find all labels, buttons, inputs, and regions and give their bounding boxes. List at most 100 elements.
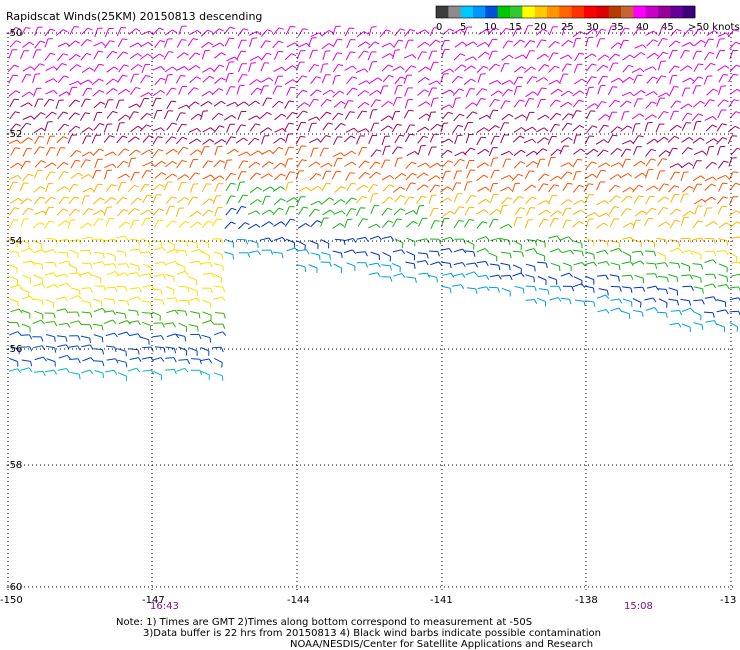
wind-barb-flag bbox=[509, 275, 513, 281]
wind-barb bbox=[355, 207, 361, 217]
wind-barb-flag bbox=[172, 122, 178, 125]
wind-barb bbox=[417, 135, 424, 144]
wind-barb bbox=[585, 219, 590, 229]
wind-barb bbox=[34, 98, 39, 108]
wind-barb bbox=[692, 85, 697, 95]
wind-barb-flag bbox=[556, 79, 561, 85]
wind-barb-flag bbox=[180, 112, 186, 114]
wind-barb bbox=[343, 100, 349, 109]
wind-barb bbox=[69, 26, 75, 35]
wind-barb bbox=[561, 122, 568, 131]
wind-barb bbox=[56, 162, 64, 170]
wind-barb bbox=[598, 114, 606, 121]
wind-barb bbox=[692, 137, 701, 144]
wind-barb bbox=[573, 199, 582, 205]
wind-barb-flag bbox=[162, 261, 167, 267]
wind-barb bbox=[284, 100, 290, 110]
colorbar-tick-label: 40 bbox=[636, 22, 649, 33]
wind-barb-flag bbox=[268, 77, 274, 82]
wind-barb bbox=[537, 99, 542, 109]
wind-barb bbox=[476, 136, 482, 146]
wind-barb bbox=[165, 346, 175, 349]
wind-barb-flag bbox=[654, 52, 659, 57]
wind-barb bbox=[176, 136, 183, 145]
wind-barb-flag bbox=[174, 348, 177, 354]
wind-barb-flag bbox=[508, 54, 514, 59]
wind-barb-flag bbox=[606, 241, 609, 247]
wind-barb bbox=[81, 369, 90, 374]
wind-barb-flag bbox=[14, 111, 20, 114]
wind-barb bbox=[332, 222, 341, 229]
wind-barb bbox=[381, 53, 391, 59]
wind-barb bbox=[572, 221, 580, 228]
wind-barb-flag bbox=[160, 335, 165, 341]
wind-barb bbox=[454, 151, 464, 157]
wind-barb bbox=[609, 274, 619, 277]
wind-barb-flag bbox=[710, 183, 716, 187]
wind-barb-flag bbox=[352, 76, 358, 79]
wind-barb bbox=[560, 297, 570, 300]
wind-barb bbox=[418, 66, 426, 73]
wind-barb-flag bbox=[470, 78, 476, 83]
wind-barb bbox=[178, 322, 187, 328]
wind-barb bbox=[201, 334, 211, 339]
wind-barb-flag bbox=[135, 28, 141, 32]
wind-barb bbox=[633, 146, 638, 156]
wind-barb bbox=[308, 98, 315, 108]
wind-barb bbox=[429, 62, 434, 71]
wind-barb bbox=[691, 113, 699, 122]
wind-barb bbox=[511, 183, 516, 193]
wind-barb-flag bbox=[594, 212, 599, 217]
wind-barb-flag bbox=[171, 136, 177, 139]
wind-barb bbox=[201, 90, 210, 97]
wind-barb bbox=[405, 261, 415, 265]
wind-barb bbox=[357, 41, 366, 48]
wind-barb bbox=[140, 237, 150, 243]
wind-barb-flag bbox=[364, 101, 370, 106]
wind-barb-flag bbox=[63, 208, 69, 212]
wind-barb bbox=[621, 236, 632, 240]
wind-barb-flag bbox=[184, 271, 189, 276]
wind-barb bbox=[464, 250, 474, 253]
wind-barb-flag bbox=[231, 207, 237, 211]
wind-barb bbox=[261, 209, 270, 215]
wind-barb bbox=[645, 250, 655, 252]
wind-barb-flag bbox=[604, 54, 610, 58]
wind-barb bbox=[428, 175, 437, 182]
wind-barb-flag bbox=[461, 41, 467, 46]
wind-barb bbox=[394, 85, 398, 95]
wind-barb bbox=[46, 284, 55, 289]
wind-barb-flag bbox=[400, 76, 406, 79]
wind-barb bbox=[142, 284, 152, 288]
wind-barb-flag bbox=[699, 100, 705, 104]
wind-barb bbox=[368, 223, 377, 229]
wind-barb bbox=[46, 237, 56, 240]
wind-barb bbox=[382, 220, 389, 228]
wind-barb bbox=[93, 261, 103, 265]
wind-barb bbox=[57, 53, 64, 62]
wind-barb bbox=[477, 198, 486, 205]
wind-barb bbox=[80, 98, 86, 108]
wind-barb bbox=[344, 65, 353, 71]
wind-barb bbox=[440, 123, 444, 133]
wind-barb bbox=[680, 103, 689, 110]
wind-barb bbox=[201, 209, 210, 217]
wind-barb-flag bbox=[365, 237, 369, 242]
wind-barb-flag bbox=[387, 207, 393, 211]
wind-barb-flag bbox=[171, 196, 177, 199]
wind-barb-flag bbox=[302, 110, 308, 113]
wind-barb-flag bbox=[605, 274, 609, 280]
wind-barb-flag bbox=[162, 246, 166, 252]
wind-barb bbox=[537, 261, 547, 264]
wind-barb bbox=[514, 207, 521, 216]
wind-barb bbox=[128, 103, 137, 109]
wind-barb bbox=[465, 88, 471, 98]
wind-barb bbox=[80, 53, 87, 61]
wind-barb bbox=[55, 29, 64, 36]
wind-barb bbox=[489, 99, 496, 108]
wind-barb-flag bbox=[84, 112, 90, 115]
wind-barb bbox=[141, 312, 151, 314]
wind-barb bbox=[631, 250, 642, 253]
wind-barb bbox=[560, 162, 570, 168]
wind-barb bbox=[261, 135, 265, 145]
